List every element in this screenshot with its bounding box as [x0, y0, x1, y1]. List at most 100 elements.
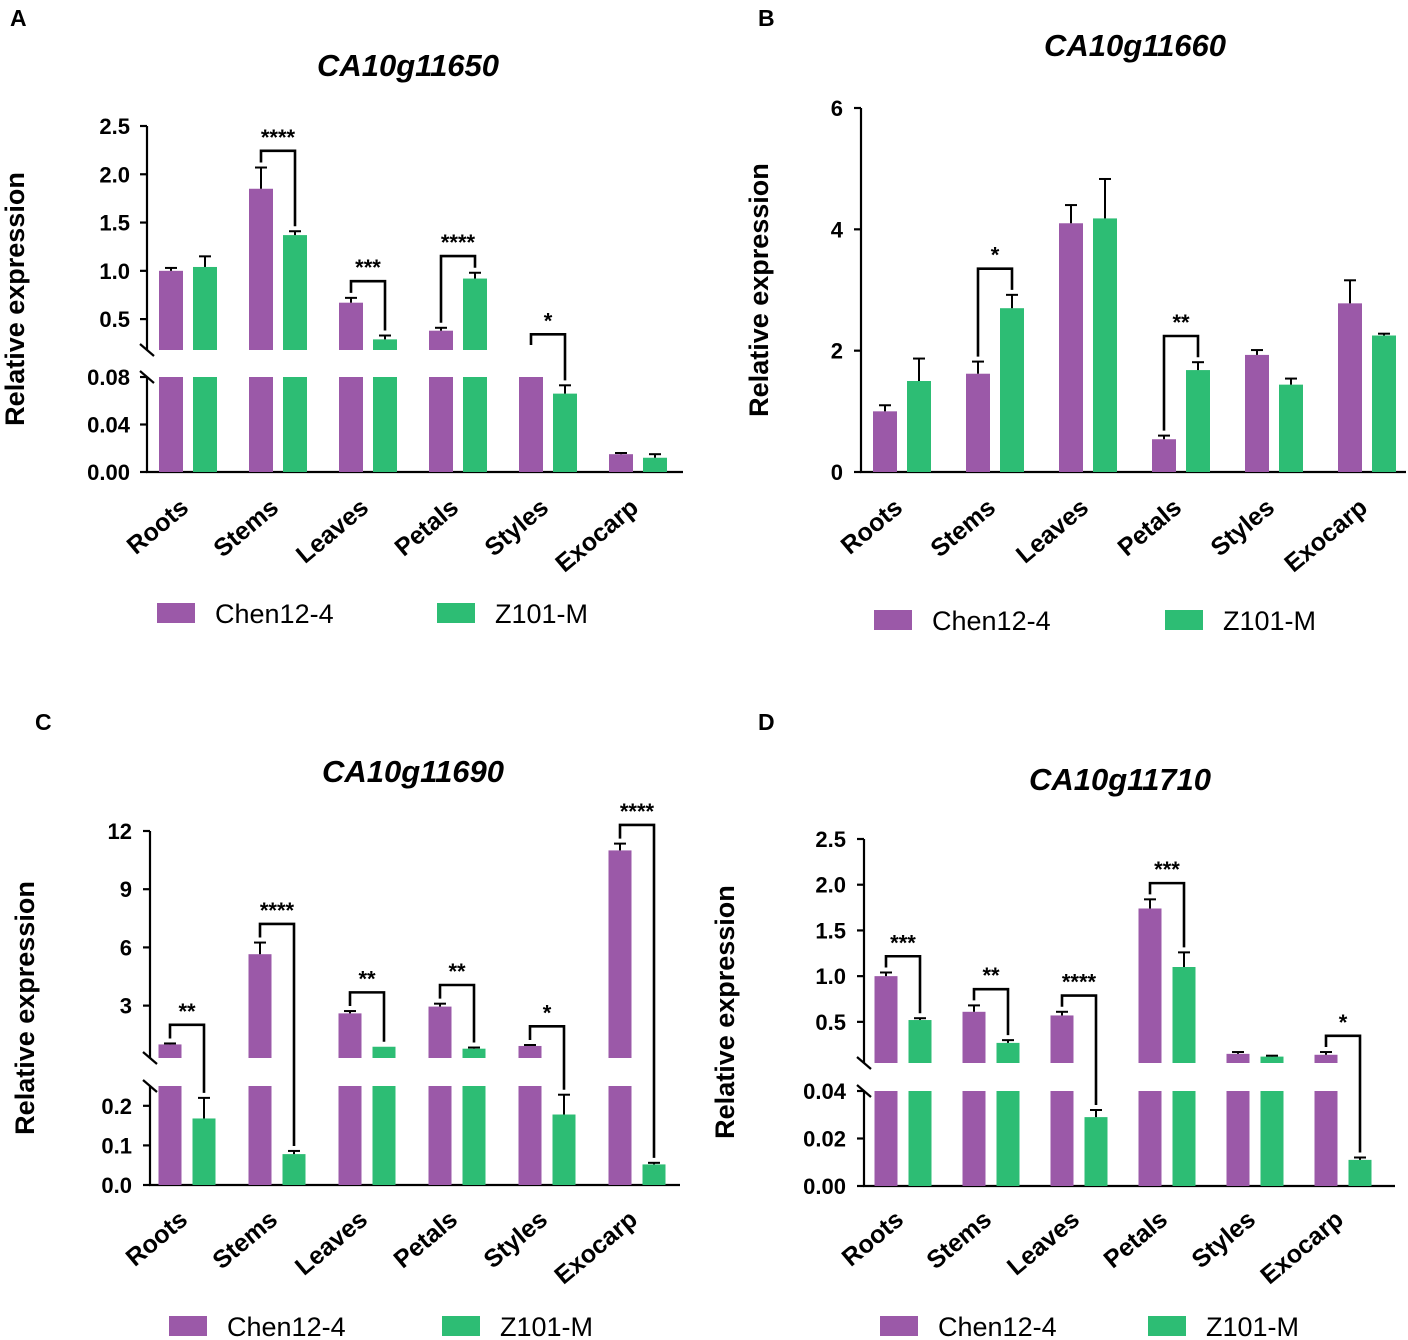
significance-label-d: ***	[1154, 857, 1180, 882]
x-tick-label-d: Stems	[921, 1205, 996, 1275]
x-tick-label-a: Exocarp	[550, 493, 644, 578]
bar-chen12-4-leaves	[338, 1013, 362, 1058]
bar-chen12-4-petals	[429, 377, 453, 472]
y-tick-label-a: 0.08	[87, 365, 130, 390]
bar-chen12-4-roots	[159, 270, 183, 350]
legend-label-z101-m: Z101-M	[500, 1312, 593, 1340]
legend-swatch-chen12-4	[157, 603, 195, 623]
significance-bracket-c	[168, 1023, 206, 1093]
panel-label-c: C	[35, 709, 52, 735]
significance-label-c: *	[543, 1000, 552, 1025]
bar-z101-m-roots	[907, 381, 931, 472]
bar-chen12-4-styles	[519, 377, 543, 472]
bar-z101-m-stems	[996, 1042, 1020, 1063]
significance-label-c: ****	[260, 898, 295, 923]
x-tick-label-c: Stems	[207, 1205, 282, 1275]
bar-z101-m-styles	[1260, 1091, 1284, 1186]
y-axis-label-b: Relative expression	[744, 163, 774, 417]
y-tick-label-a: 0.04	[87, 413, 131, 438]
bar-z101-m-leaves	[1084, 1117, 1108, 1186]
significance-bracket-c	[618, 823, 656, 1158]
bar-chen12-4-petals	[1138, 1091, 1162, 1186]
y-tick-label-d: 0.5	[815, 1010, 846, 1035]
bar-chen12-4-petals	[1138, 908, 1162, 1063]
significance-bracket-a	[439, 254, 477, 323]
axis-break-mark-d	[856, 1056, 872, 1070]
x-tick-label-b: Stems	[925, 493, 1000, 563]
x-tick-label-d: Styles	[1186, 1205, 1260, 1274]
legend-label-chen12-4: Chen12-4	[215, 599, 334, 629]
bar-z101-m-stems	[283, 377, 307, 472]
legend-swatch-chen12-4	[169, 1316, 207, 1336]
legend-swatch-z101-m	[1148, 1316, 1186, 1336]
bar-z101-m-exocarp	[1348, 1159, 1372, 1186]
x-tick-label-b: Leaves	[1011, 493, 1094, 569]
significance-label-a: ****	[441, 230, 476, 255]
significance-bracket-d	[1060, 994, 1098, 1105]
significance-label-d: ****	[1062, 970, 1097, 995]
significance-label-c: **	[358, 966, 376, 991]
bar-z101-m-styles	[553, 393, 577, 472]
x-tick-label-c: Exocarp	[549, 1205, 643, 1290]
bar-chen12-4-stems	[248, 1086, 272, 1185]
axis-break-mark-c	[142, 1079, 158, 1093]
significance-label-a: ****	[261, 125, 296, 150]
x-tick-label-a: Leaves	[291, 493, 374, 569]
y-tick-label-c: 9	[120, 877, 132, 902]
bar-chen12-4-stems	[966, 373, 990, 472]
bar-chen12-4-exocarp	[1338, 303, 1362, 472]
legend-label-chen12-4: Chen12-4	[227, 1312, 346, 1340]
bar-chen12-4-styles	[1245, 354, 1269, 472]
bar-chen12-4-styles	[1226, 1091, 1250, 1186]
y-tick-label-c: 6	[120, 935, 132, 960]
legend-swatch-z101-m	[1165, 610, 1203, 630]
x-tick-label-d: Roots	[837, 1205, 909, 1272]
bar-chen12-4-roots	[159, 377, 183, 472]
bar-chen12-4-leaves	[339, 377, 363, 472]
significance-label-c: **	[178, 999, 196, 1024]
bar-z101-m-petals	[463, 278, 487, 350]
axis-break-mark-c	[142, 1051, 158, 1065]
bar-z101-m-petals	[463, 377, 487, 472]
bar-z101-m-stems	[282, 1154, 306, 1185]
y-tick-label-a: 1.5	[99, 211, 130, 236]
legend-swatch-chen12-4	[880, 1316, 918, 1336]
y-tick-label-d: 2.5	[815, 827, 846, 852]
bar-z101-m-leaves	[373, 377, 397, 472]
bar-z101-m-roots	[908, 1091, 932, 1186]
y-tick-label-b: 0	[831, 460, 843, 485]
significance-bracket-c	[528, 1025, 566, 1090]
significance-bracket-a	[529, 332, 567, 381]
y-tick-label-c: 0.0	[101, 1173, 132, 1198]
bar-z101-m-leaves	[372, 1086, 396, 1185]
bar-z101-m-styles	[552, 1114, 576, 1185]
x-tick-label-c: Styles	[478, 1205, 552, 1274]
bar-z101-m-exocarp	[1372, 335, 1396, 472]
significance-bracket-b	[976, 267, 1014, 357]
y-tick-label-c: 0.2	[101, 1094, 132, 1119]
bar-z101-m-styles	[1279, 384, 1303, 472]
panel-label-d: D	[758, 709, 775, 735]
legend-swatch-z101-m	[442, 1316, 480, 1336]
panel-c: C CA10g11690 Relative expression 3 6 9 12 0.0 0.…	[10, 709, 680, 1340]
significance-label-c: **	[448, 959, 466, 984]
bar-z101-m-petals	[1172, 967, 1196, 1063]
bar-z101-m-exocarp	[643, 457, 667, 472]
bar-chen12-4-stems	[962, 1091, 986, 1186]
bar-z101-m-stems	[1000, 308, 1024, 472]
y-tick-label-d: 0.00	[803, 1174, 846, 1199]
panel-d: D CA10g11710 Relative expression 0.5 1.0 1.5 2…	[710, 709, 1395, 1340]
panel-a: A CA10g11650 Relative expression 0.5 1.0 1.5 2…	[0, 5, 683, 629]
bar-chen12-4-leaves	[338, 1086, 362, 1185]
bar-z101-m-roots	[193, 377, 217, 472]
bar-z101-m-roots	[192, 1118, 216, 1185]
bar-z101-m-stems	[996, 1091, 1020, 1186]
y-tick-label-a: 0.5	[99, 307, 130, 332]
significance-label-b: **	[1172, 310, 1190, 335]
significance-label-a: ***	[355, 255, 381, 280]
x-tick-label-d: Petals	[1098, 1205, 1172, 1274]
bar-chen12-4-petals	[428, 1006, 452, 1058]
significance-label-b: *	[991, 243, 1000, 268]
x-tick-label-c: Roots	[121, 1205, 193, 1272]
legend-swatch-chen12-4	[874, 610, 912, 630]
